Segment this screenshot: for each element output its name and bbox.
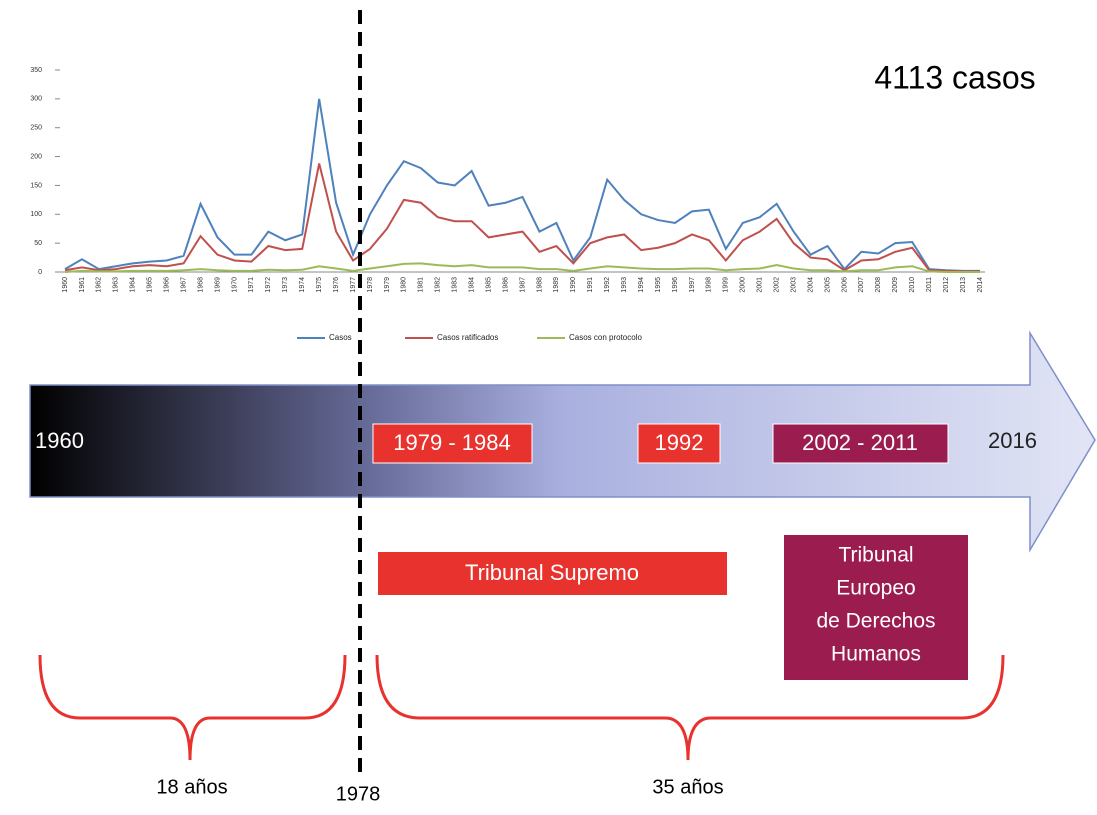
court-label: Tribunal xyxy=(838,544,913,567)
plot-area: 0 50 100 150 200 250 300 350 1960 1961 1962 1963 196… xyxy=(30,67,985,293)
x-tick-label: 1978 xyxy=(367,277,374,293)
x-tick-label: 1990 xyxy=(570,277,577,293)
x-tick-label: 1979 xyxy=(384,277,391,293)
court-label: Tribunal Supremo xyxy=(465,560,639,585)
x-tick-label: 2011 xyxy=(926,277,933,292)
court-box xyxy=(378,552,727,595)
x-tick-label: 1998 xyxy=(706,277,713,293)
period-box xyxy=(372,423,533,464)
x-tick-label: 1994 xyxy=(638,277,645,293)
x-tick-label: 1976 xyxy=(333,277,340,293)
x-tick-label: 2004 xyxy=(807,277,814,293)
y-tick-label: 250 xyxy=(30,125,42,132)
series-line xyxy=(64,163,980,273)
x-tick-label: 2012 xyxy=(943,277,950,293)
x-tick-label: 1970 xyxy=(231,277,238,293)
x-tick-label: 1977 xyxy=(350,277,357,293)
x-tick-label: 2000 xyxy=(740,277,747,293)
x-tick-label: 1968 xyxy=(197,277,204,293)
x-tick-label: 1980 xyxy=(401,277,408,293)
x-tick-label: 2003 xyxy=(790,277,797,293)
x-tick-label: 1997 xyxy=(689,277,696,293)
brace xyxy=(375,654,1005,761)
x-tick-label: 1967 xyxy=(180,277,187,293)
x-tick-label: 1991 xyxy=(587,277,594,293)
brace-label: 18 años xyxy=(156,776,227,798)
y-tick-label: 150 xyxy=(30,182,42,189)
x-tick-label: 1989 xyxy=(553,277,560,293)
period-label: 1992 xyxy=(655,430,704,455)
x-tick-label: 1969 xyxy=(214,277,221,293)
x-tick-label: 1966 xyxy=(164,277,171,293)
x-tick-label: 1992 xyxy=(604,277,611,293)
x-tick-label: 1987 xyxy=(519,277,526,293)
x-tick-label: 2013 xyxy=(960,277,967,293)
chart-title: 4113 casos xyxy=(874,59,1035,95)
start-year: 1960 xyxy=(35,428,84,453)
timeline-arrow xyxy=(29,330,1096,553)
period-label: 2002 - 2011 xyxy=(802,430,918,455)
x-tick-label: 1984 xyxy=(469,277,476,293)
period-box xyxy=(772,423,949,464)
court-box xyxy=(784,535,968,680)
x-tick-label: 2002 xyxy=(774,277,781,293)
x-tick-label: 1996 xyxy=(672,277,679,293)
x-tick-label: 1972 xyxy=(265,277,272,293)
x-tick-label: 1973 xyxy=(282,277,289,293)
x-tick-label: 1962 xyxy=(96,277,103,293)
x-tick-label: 2006 xyxy=(841,277,848,293)
legend: Casos Casos ratificados Casos con protocol… xyxy=(297,333,642,342)
court-label: Humanos xyxy=(831,643,921,666)
x-tick-label: 2005 xyxy=(824,277,831,293)
x-tick-label: 2001 xyxy=(757,277,764,293)
x-tick-label: 1985 xyxy=(485,277,492,293)
x-tick-label: 1971 xyxy=(248,277,255,293)
x-tick-label: 1964 xyxy=(130,277,137,293)
x-tick-label: 1963 xyxy=(113,277,120,293)
x-tick-label: 2014 xyxy=(977,277,984,293)
series-line xyxy=(64,262,980,273)
y-tick-label: 50 xyxy=(34,240,42,247)
brace xyxy=(38,654,347,761)
y-tick-label: 350 xyxy=(30,67,42,74)
legend-label: Casos xyxy=(329,333,352,342)
brace-label: 35 años xyxy=(652,776,723,798)
x-tick-label: 1975 xyxy=(316,277,323,293)
x-tick-label: 2010 xyxy=(909,277,916,293)
legend-label: Casos con protocolo xyxy=(569,333,642,342)
x-tick-label: 1995 xyxy=(655,277,662,293)
period-label: 1979 - 1984 xyxy=(393,430,510,455)
series-line xyxy=(64,98,980,272)
y-tick-label: 100 xyxy=(30,211,42,218)
y-tick-label: 0 xyxy=(38,269,42,276)
court-label: de Derechos xyxy=(816,610,935,633)
x-tick-label: 1986 xyxy=(502,277,509,293)
x-tick-label: 1993 xyxy=(621,277,628,293)
x-tick-label: 1981 xyxy=(418,277,425,293)
end-year: 2016 xyxy=(988,428,1037,453)
split-year: 1978 xyxy=(336,783,381,805)
x-tick-label: 1974 xyxy=(299,277,306,293)
x-tick-label: 1999 xyxy=(723,277,730,293)
y-tick-label: 200 xyxy=(30,153,42,160)
y-tick-label: 300 xyxy=(30,96,42,103)
x-tick-label: 1988 xyxy=(536,277,543,293)
x-tick-label: 2008 xyxy=(875,277,882,293)
period-box xyxy=(637,423,721,464)
x-tick-label: 1983 xyxy=(452,277,459,293)
x-tick-label: 1982 xyxy=(435,277,442,293)
x-tick-label: 1961 xyxy=(79,277,86,293)
court-label: Europeo xyxy=(836,577,915,600)
x-tick-label: 1960 xyxy=(62,277,69,293)
x-tick-label: 2009 xyxy=(892,277,899,293)
legend-label: Casos ratificados xyxy=(437,333,498,342)
x-tick-label: 2007 xyxy=(858,277,865,293)
x-tick-label: 1965 xyxy=(147,277,154,293)
